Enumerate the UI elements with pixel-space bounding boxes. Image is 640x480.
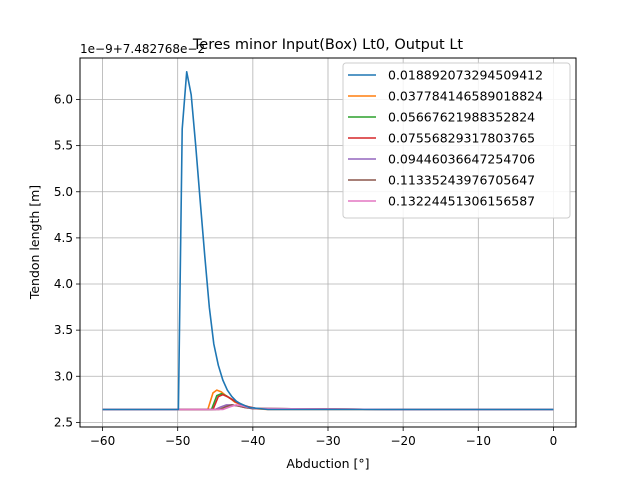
legend-label: 0.05667621988352824 [388, 110, 535, 125]
series-line-1 [102, 71, 554, 411]
x-tick-label: 0 [550, 434, 558, 448]
legend-label: 0.018892073294509412 [388, 68, 543, 83]
legend-label: 0.13224451306156587 [388, 194, 535, 209]
plot-lines [102, 71, 554, 411]
legend: 0.018892073294509412 0.037784146589018824… [342, 62, 571, 219]
y-tick-label: 5.0 [54, 185, 73, 199]
x-axis-ticks: −60 −50 −40 −30 −20 −10 0 [90, 427, 557, 448]
legend-label: 0.09446036647254706 [388, 152, 535, 167]
x-tick-label: −50 [165, 434, 190, 448]
y-tick-label: 6.0 [54, 93, 73, 107]
y-tick-label: 4.0 [54, 277, 73, 291]
x-tick-label: −10 [466, 434, 491, 448]
y-tick-label: 3.5 [54, 323, 73, 337]
grid [80, 58, 576, 427]
y-axis-ticks: 2.5 3.0 3.5 4.0 4.5 5.0 5.5 6.0 [54, 93, 80, 429]
legend-label: 0.11335243976705647 [388, 173, 535, 188]
y-tick-label: 4.5 [54, 231, 73, 245]
chart-title: Teres minor Input(Box) Lt0, Output Lt [192, 37, 464, 53]
y-axis-label: Tendon length [m] [27, 185, 42, 300]
legend-label: 0.037784146589018824 [388, 89, 543, 104]
y-offset-text: 1e−9+7.482768e−2 [80, 42, 205, 56]
y-tick-label: 2.5 [54, 415, 73, 429]
x-tick-label: −20 [390, 434, 415, 448]
legend-box [342, 62, 571, 219]
x-axis-label: Abduction [°] [286, 456, 369, 471]
x-tick-label: −60 [90, 434, 115, 448]
x-tick-label: −30 [315, 434, 340, 448]
x-tick-label: −40 [240, 434, 265, 448]
legend-label: 0.07556829317803765 [388, 131, 535, 146]
y-tick-label: 3.0 [54, 369, 73, 383]
y-tick-label: 5.5 [54, 139, 73, 153]
